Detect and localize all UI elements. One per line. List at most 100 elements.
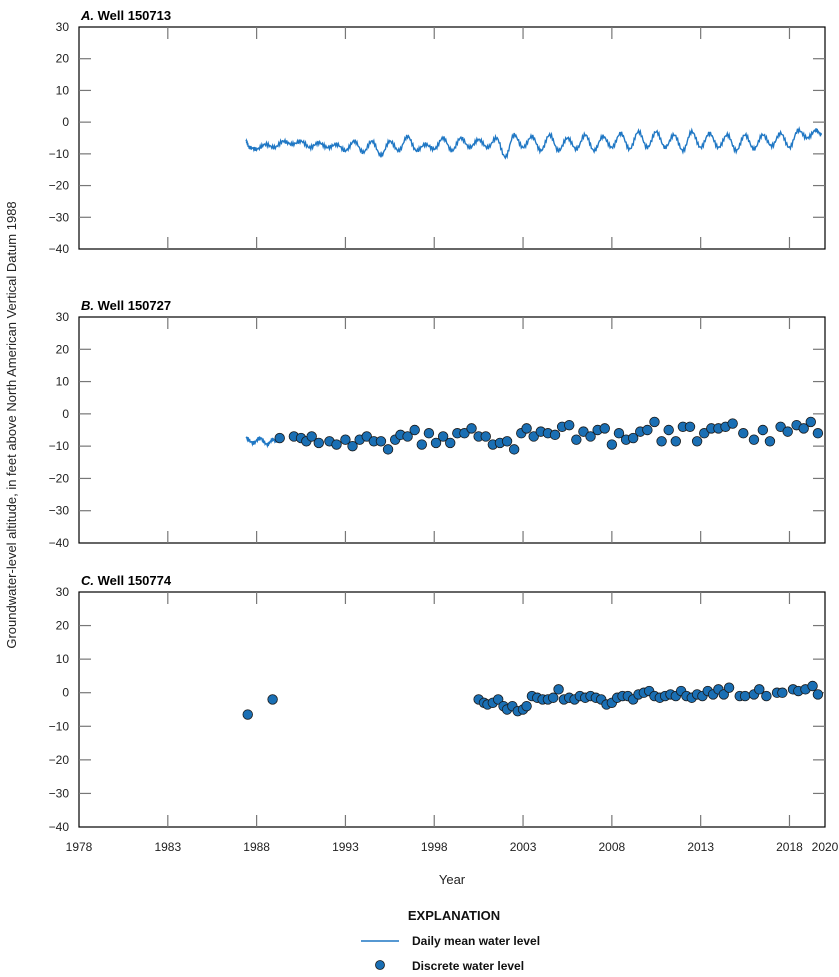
- discrete-point: [306, 431, 317, 442]
- discrete-point: [430, 437, 442, 449]
- discrete-point: [242, 709, 253, 720]
- discrete-point: [553, 684, 564, 695]
- daily-mean-line: [245, 436, 279, 449]
- y-tick-label: 0: [62, 407, 69, 421]
- y-tick-label: −10: [49, 719, 70, 733]
- discrete-point: [782, 426, 793, 437]
- y-tick-label: 20: [56, 619, 70, 633]
- discrete-point: [548, 692, 559, 703]
- daily-mean-line: [245, 126, 823, 160]
- discrete-point: [606, 439, 618, 450]
- discrete-point: [775, 421, 786, 432]
- discrete-point: [508, 444, 520, 455]
- discrete-point: [267, 694, 278, 705]
- legend: EXPLANATION Daily mean water level Discr…: [361, 908, 540, 973]
- x-tick-label: 1993: [332, 840, 359, 854]
- discrete-point: [738, 428, 749, 439]
- x-tick-label: 1998: [421, 840, 448, 854]
- discrete-point: [812, 428, 824, 439]
- discrete-point: [480, 431, 491, 442]
- legend-point-icon: [375, 960, 385, 970]
- panel-c: C. Well 150774 30 20 10 0 −10 −20 −30 −40 1978 198…: [49, 573, 839, 854]
- discrete-point: [670, 436, 682, 447]
- panel-b: B. Well 150727 30 20 10 0 −10 −20 −30 −40: [49, 298, 826, 550]
- y-tick-label: −40: [49, 536, 70, 550]
- discrete-point: [521, 700, 532, 712]
- discrete-point: [727, 418, 738, 429]
- y-tick-label: −30: [49, 210, 70, 224]
- x-tick-label: 1988: [243, 840, 270, 854]
- y-tick-label: −30: [49, 786, 70, 800]
- discrete-point: [375, 436, 387, 447]
- discrete-point: [331, 439, 342, 450]
- discrete-point: [723, 682, 735, 693]
- y-tick-label: −20: [49, 753, 70, 767]
- discrete-point: [798, 423, 809, 434]
- discrete-point: [718, 689, 729, 700]
- discrete-point: [549, 429, 561, 441]
- discrete-point: [585, 431, 596, 442]
- x-tick-label: 2013: [687, 840, 714, 854]
- discrete-point: [521, 423, 532, 434]
- discrete-point: [501, 436, 513, 447]
- x-tick-label: 1983: [154, 840, 181, 854]
- discrete-point: [423, 428, 435, 439]
- discrete-point: [761, 690, 772, 702]
- discrete-point: [764, 436, 776, 447]
- y-tick-label: −30: [49, 504, 70, 518]
- discrete-point: [437, 431, 449, 442]
- x-tick-label: 2018: [776, 840, 803, 854]
- discrete-point: [807, 680, 818, 692]
- discrete-point: [416, 439, 428, 450]
- y-tick-label: −40: [49, 820, 70, 834]
- legend-line-label: Daily mean water level: [412, 934, 540, 948]
- discrete-point: [627, 432, 639, 444]
- discrete-point: [805, 416, 816, 428]
- discrete-point: [739, 690, 751, 702]
- y-tick-label: 30: [56, 20, 70, 34]
- y-tick-label: −20: [49, 179, 70, 193]
- discrete-point: [599, 423, 610, 434]
- y-tick-label: −10: [49, 147, 70, 161]
- plot-frame: [78, 26, 826, 250]
- discrete-point: [459, 428, 470, 439]
- y-tick-label: 10: [56, 652, 70, 666]
- discrete-point: [340, 434, 351, 445]
- discrete-point: [691, 436, 703, 447]
- x-tick-label: 2020: [812, 840, 839, 854]
- x-axis-label: Year: [439, 872, 466, 887]
- discrete-point: [777, 687, 788, 698]
- discrete-point: [361, 431, 372, 442]
- discrete-point: [656, 436, 667, 447]
- discrete-point: [663, 424, 674, 436]
- discrete-point: [274, 432, 285, 444]
- x-tick-label: 2003: [510, 840, 537, 854]
- discrete-point: [748, 434, 760, 445]
- y-tick-label: 20: [56, 52, 70, 66]
- discrete-point: [699, 428, 710, 439]
- discrete-point: [812, 689, 824, 700]
- discrete-point: [571, 434, 582, 445]
- discrete-point: [313, 437, 324, 449]
- plot-frame: [78, 316, 826, 544]
- y-tick-label: 0: [62, 115, 69, 129]
- discrete-point: [445, 437, 456, 449]
- discrete-point: [466, 423, 477, 434]
- y-axis-label: Groundwater-level altitude, in feet abov…: [4, 201, 19, 648]
- panel-title: C. Well 150774: [81, 573, 172, 588]
- panel-a: A. Well 150713 30 20 10 0 −10 −20 −30 −40: [49, 8, 826, 256]
- discrete-point: [578, 426, 589, 437]
- panel-title: B. Well 150727: [81, 298, 171, 313]
- panel-title: A. Well 150713: [80, 8, 171, 23]
- panels: A. Well 150713 30 20 10 0 −10 −20 −30 −40 B. Well…: [49, 8, 839, 854]
- discrete-point: [492, 694, 504, 705]
- y-tick-label: −10: [49, 439, 70, 453]
- legend-point-label: Discrete water level: [412, 959, 524, 973]
- discrete-point: [528, 431, 539, 442]
- plot-frame: [78, 591, 826, 828]
- y-tick-label: 10: [56, 83, 70, 97]
- legend-title: EXPLANATION: [408, 908, 500, 923]
- discrete-point: [757, 424, 769, 436]
- discrete-point: [402, 431, 413, 442]
